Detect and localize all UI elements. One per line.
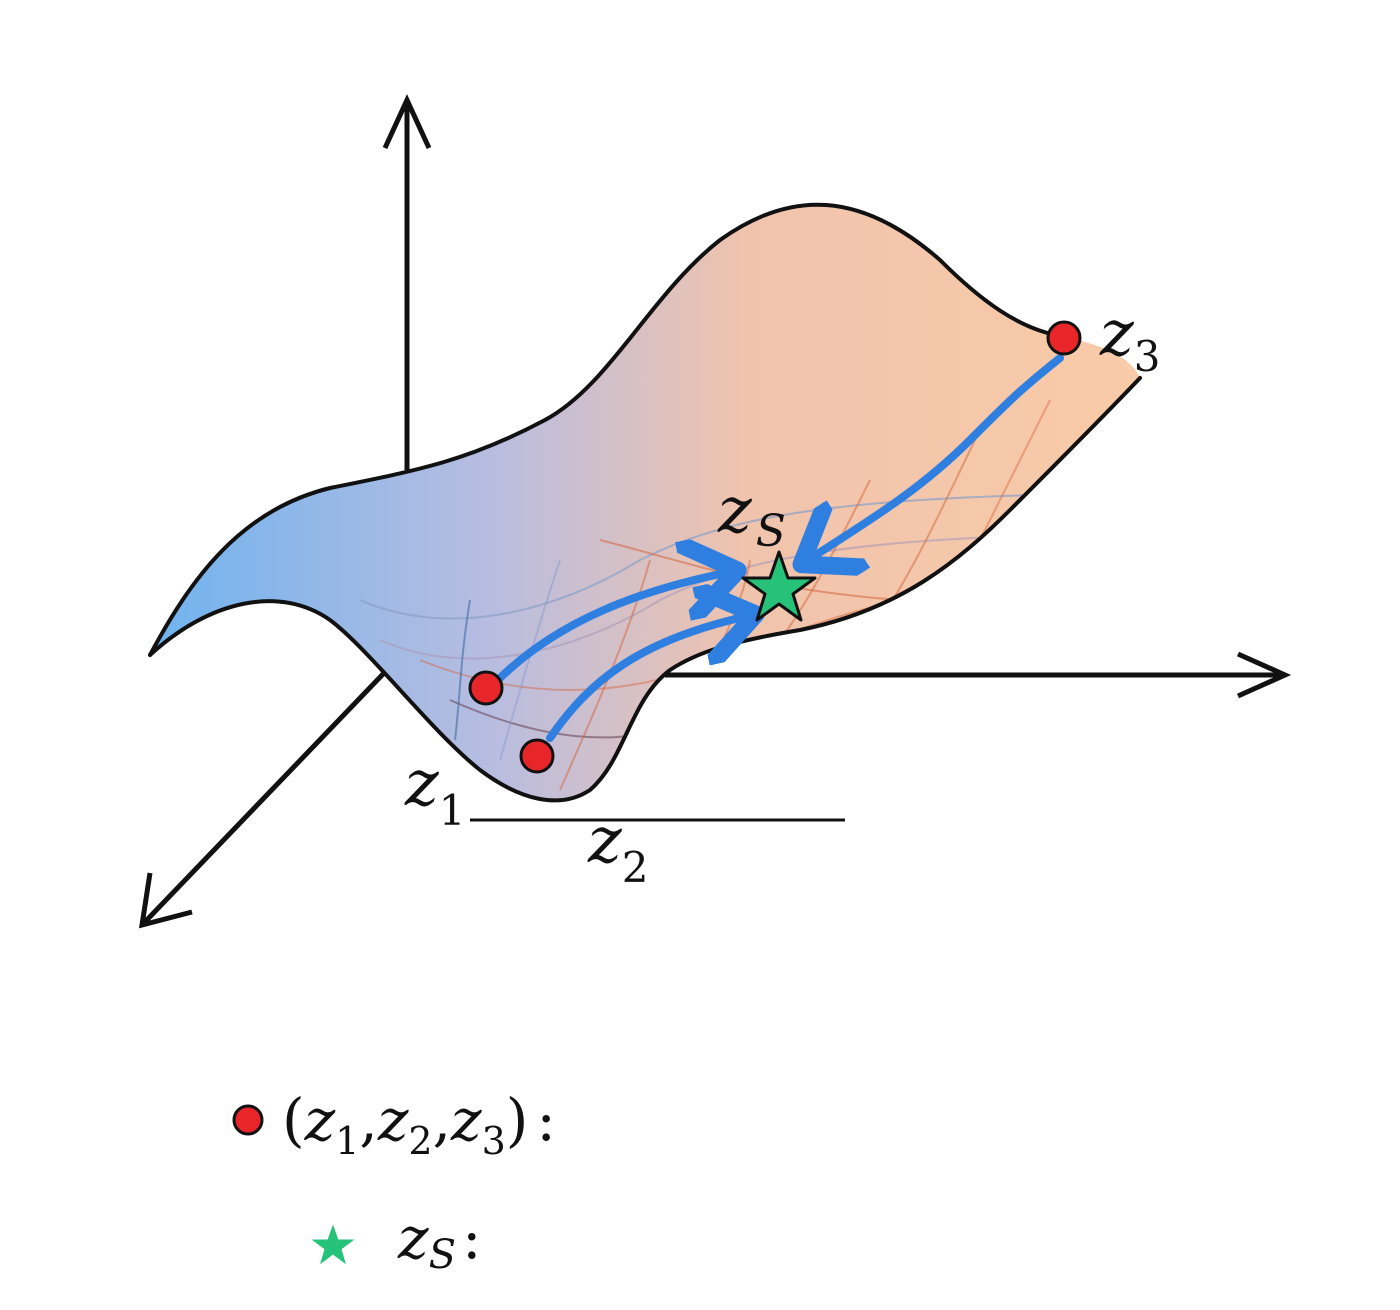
legend-star-text: zS: xyxy=(397,1204,482,1278)
arrow-z3-to-zs xyxy=(808,354,1064,560)
point-z3 xyxy=(1046,320,1082,356)
legend-points-text: (z1,z2,z3): xyxy=(282,1086,556,1163)
legend: (z1,z2,z3): zS: xyxy=(232,1086,556,1278)
label-zs: zS xyxy=(717,474,786,557)
horizontal-axis xyxy=(665,651,1292,699)
legend-points-row: (z1,z2,z3): xyxy=(232,1086,556,1163)
arrow-z2-to-zs xyxy=(546,616,748,742)
point-z1 xyxy=(468,670,504,706)
legend-star-row: zS: xyxy=(311,1204,482,1278)
manifold-surface xyxy=(148,202,1142,803)
star-zs xyxy=(741,550,817,622)
legend-point-marker xyxy=(232,1104,264,1136)
label-z2: z2 xyxy=(587,804,648,892)
depth-axis xyxy=(138,670,387,929)
sample-points xyxy=(468,320,1082,774)
label-z1: z1 xyxy=(404,747,465,835)
vertical-axis xyxy=(382,93,432,470)
flow-arrows xyxy=(496,354,1064,742)
legend-star-marker xyxy=(311,1224,355,1265)
label-z3: z3 xyxy=(1099,297,1160,381)
point-z2 xyxy=(519,738,555,774)
